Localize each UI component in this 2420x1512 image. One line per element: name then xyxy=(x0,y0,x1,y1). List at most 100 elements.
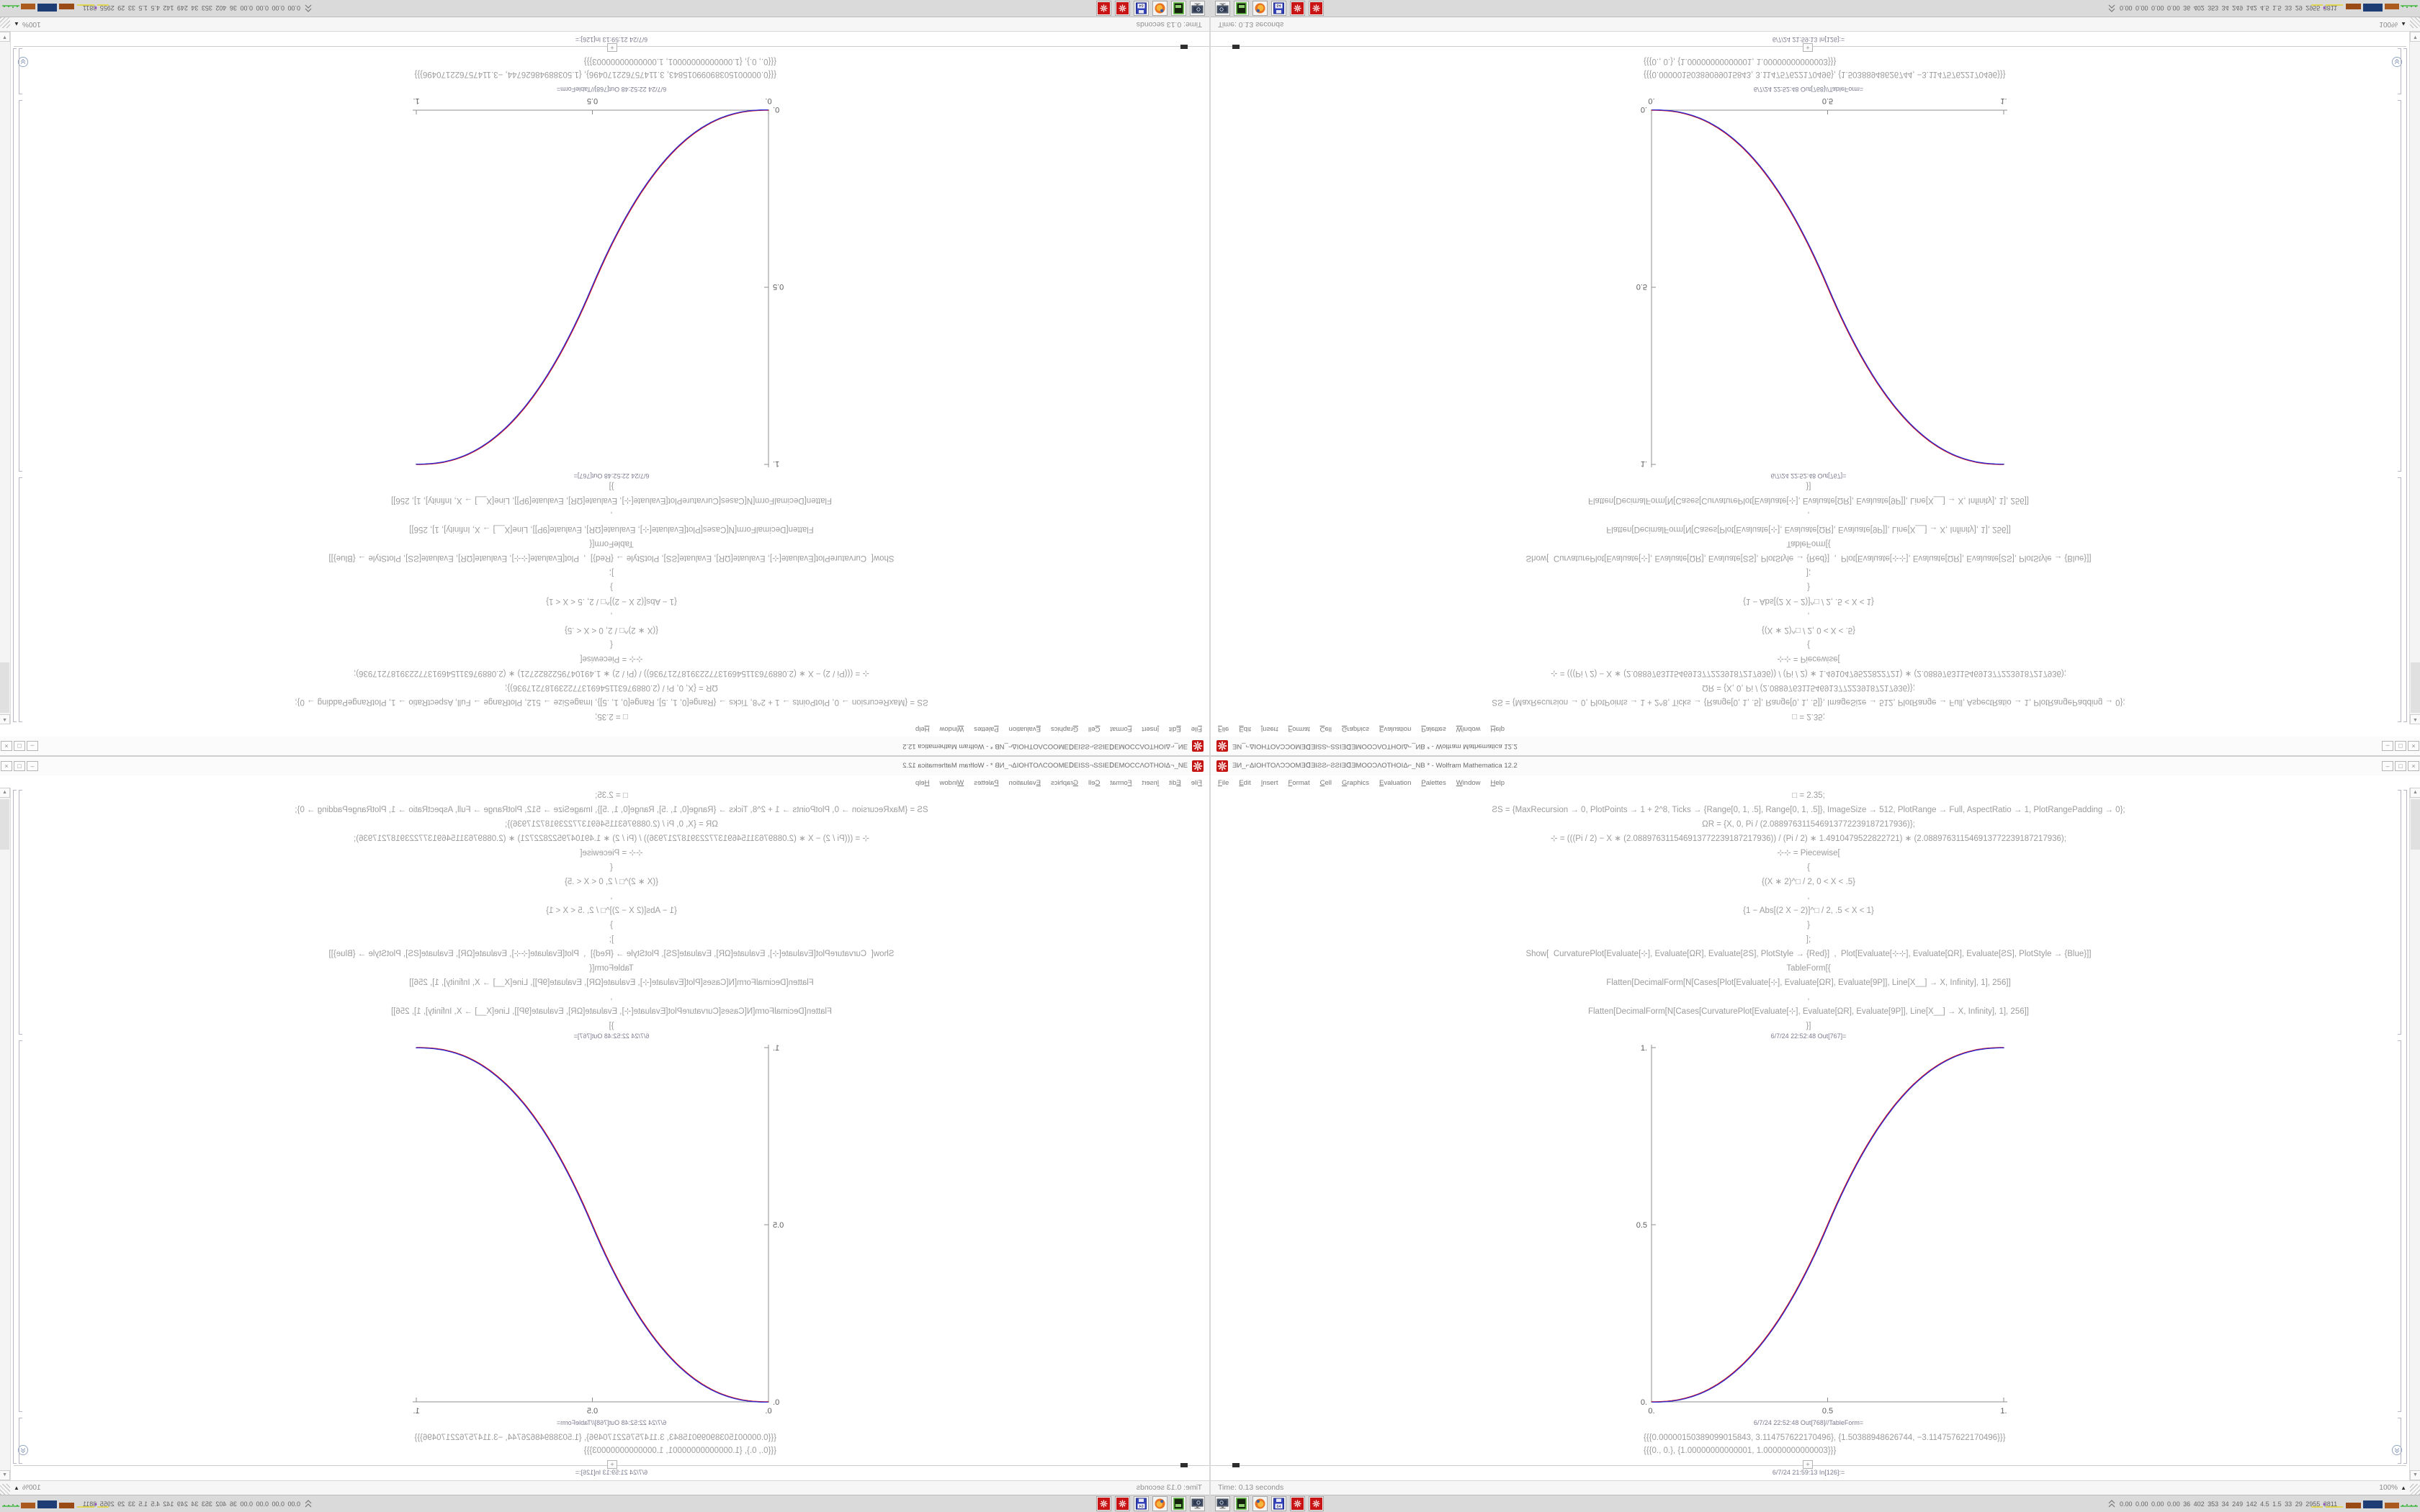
minimize-button[interactable]: – xyxy=(2382,761,2393,771)
code-line[interactable]: ΩR = {X, 0, Pi / (2.08897631154691377223… xyxy=(505,683,718,692)
maximize-button[interactable]: □ xyxy=(14,741,25,751)
scroll-up-arrow-icon[interactable]: ▲ xyxy=(0,788,10,798)
magnification-value[interactable]: 100% xyxy=(2379,20,2398,28)
magnification-dropdown-icon[interactable]: ▲ xyxy=(2401,1485,2406,1491)
code-line[interactable]: { xyxy=(610,863,613,872)
code-line[interactable]: , xyxy=(610,993,613,1002)
notebook-content[interactable]: □ = 2.35; ƧS = {MaxRecursion → 0, PlotPoi… xyxy=(11,788,1209,1480)
notebook-content[interactable]: □ = 2.35; ƧS = {MaxRecursion → 0, PlotPoi… xyxy=(1211,32,2409,724)
tray-expand-chevron-icon[interactable] xyxy=(2107,3,2116,13)
code-line[interactable]: ƧS = {MaxRecursion → 0, PlotPoints → 1 +… xyxy=(1492,698,2125,706)
tray-expand-chevron-icon[interactable] xyxy=(2107,1499,2116,1509)
code-line[interactable]: Flatten[DecimalForm[N[Cases[Plot[Evaluat… xyxy=(1606,525,2011,534)
cell-bracket-table-output[interactable] xyxy=(2398,1418,2401,1464)
screenshot-tool-icon[interactable] xyxy=(1215,1496,1230,1511)
floppy-64-icon[interactable]: 64 xyxy=(1271,1496,1286,1511)
code-line[interactable]: ƧS = {MaxRecursion → 0, PlotPoints → 1 +… xyxy=(295,698,928,706)
maximize-button[interactable]: □ xyxy=(2395,741,2406,751)
insert-cell-plus-button[interactable]: + xyxy=(1803,43,1813,52)
code-line[interactable]: TableForm[{ xyxy=(1786,539,1831,548)
menu-item-palettes[interactable]: Palettes xyxy=(1421,779,1446,787)
vertical-scroll-thumb[interactable] xyxy=(2411,662,2420,713)
code-line[interactable]: ]; xyxy=(609,568,614,577)
code-line[interactable]: ]; xyxy=(1806,568,1811,577)
code-line[interactable]: {1 − Abs[(2 X − 2)]^□ / 2, .5 < X < 1} xyxy=(1743,906,1874,915)
menu-item-cell[interactable]: Cell xyxy=(1319,725,1332,733)
code-line[interactable]: }] xyxy=(609,482,614,490)
code-line[interactable]: ƧS = {MaxRecursion → 0, PlotPoints → 1 +… xyxy=(1492,806,2125,814)
menu-item-graphics[interactable]: Graphics xyxy=(1341,725,1369,733)
firefox-icon[interactable] xyxy=(1152,1,1168,16)
mathematica-icon[interactable] xyxy=(1115,1,1130,16)
code-line[interactable]: ΩR = {X, 0, Pi / (2.08897631154691377223… xyxy=(1702,683,1915,692)
code-line[interactable]: , xyxy=(1807,611,1810,620)
mathematica-icon-2[interactable] xyxy=(1309,1496,1324,1511)
menu-item-cell[interactable]: Cell xyxy=(1088,725,1101,733)
mathematica-icon[interactable] xyxy=(1115,1496,1130,1511)
horizontal-scroll-thumb[interactable] xyxy=(1180,1463,1188,1467)
scroll-to-end-icon[interactable] xyxy=(17,56,29,68)
input-cell-code[interactable]: □ = 2.35; ƧS = {MaxRecursion → 0, PlotPoi… xyxy=(1211,788,2406,1033)
scroll-up-arrow-icon[interactable]: ▲ xyxy=(2410,788,2420,798)
cell-bracket-group[interactable] xyxy=(13,48,17,722)
menu-item-evaluation[interactable]: Evaluation xyxy=(1379,725,1412,733)
code-line[interactable]: □ = 2.35; xyxy=(1792,712,1825,721)
floppy-64-icon[interactable]: 64 xyxy=(1134,1,1149,16)
code-line[interactable]: ⊹⊹ = Piecewise[ xyxy=(580,654,643,663)
window-titlebar[interactable]: ƎИ_⌐ΔΙΟΗΤΟΛƆƆΟΜƎᗡƎΙƧƧ⌐ƧƧΙƎᗡƎΜΟΟƆΛΟΤΗΟΙΔ⌐… xyxy=(0,757,1209,776)
menu-item-file[interactable]: File xyxy=(1218,725,1229,733)
code-line[interactable]: { xyxy=(1807,640,1810,649)
mathematica-icon-2[interactable] xyxy=(1096,1496,1111,1511)
menu-item-cell[interactable]: Cell xyxy=(1319,779,1332,787)
close-button[interactable]: × xyxy=(2408,761,2419,771)
insert-cell-plus-button[interactable]: + xyxy=(1803,1460,1813,1469)
vertical-scrollbar[interactable]: ▲ ▼ xyxy=(0,32,11,724)
code-line[interactable]: } xyxy=(1807,582,1810,591)
input-cell-code[interactable]: □ = 2.35; ƧS = {MaxRecursion → 0, PlotPoi… xyxy=(1211,479,2406,724)
code-line[interactable]: □ = 2.35; xyxy=(595,712,628,721)
code-line[interactable]: ΩR = {X, 0, Pi / (2.08897631154691377223… xyxy=(1702,820,1915,829)
code-line[interactable]: Flatten[DecimalForm[N[Cases[Plot[Evaluat… xyxy=(409,978,814,987)
menu-item-graphics[interactable]: Graphics xyxy=(1341,779,1369,787)
floppy-64-icon[interactable]: 64 xyxy=(1271,1,1286,16)
insert-cell-plus-button[interactable]: + xyxy=(607,43,617,52)
cell-bracket-table-output[interactable] xyxy=(2398,48,2401,94)
cell-bracket-input[interactable] xyxy=(2398,477,2401,722)
code-line[interactable]: Flatten[DecimalForm[N[Cases[CurvaturePlo… xyxy=(390,496,833,505)
magnification-value[interactable]: 100% xyxy=(22,20,41,28)
code-line[interactable]: TableForm[{ xyxy=(1786,964,1831,973)
firefox-icon[interactable] xyxy=(1252,1,1268,16)
minimize-button[interactable]: – xyxy=(27,741,38,751)
code-line[interactable]: , xyxy=(610,611,613,620)
mathematica-icon[interactable] xyxy=(1290,1,1305,16)
cell-bracket-input[interactable] xyxy=(19,477,22,722)
minimize-button[interactable]: – xyxy=(27,761,38,771)
menu-item-help[interactable]: Help xyxy=(1490,779,1505,787)
vertical-scrollbar[interactable]: ▲ ▼ xyxy=(0,788,11,1480)
menu-item-palettes[interactable]: Palettes xyxy=(1421,725,1446,733)
code-line[interactable]: TableForm[{ xyxy=(589,964,634,973)
code-line[interactable]: □ = 2.35; xyxy=(595,791,628,800)
mathematica-icon-2[interactable] xyxy=(1096,1,1111,16)
code-line[interactable]: {(X ∗ 2)^□ / 2, 0 < X < .5} xyxy=(1761,626,1855,634)
firefox-icon[interactable] xyxy=(1252,1496,1268,1511)
code-line[interactable]: } xyxy=(1807,921,1810,930)
code-line[interactable]: Show[ CurvaturePlot[Evaluate[⊹], Evaluat… xyxy=(328,554,895,562)
code-line[interactable]: } xyxy=(610,921,613,930)
menu-item-insert[interactable]: Insert xyxy=(1260,779,1278,787)
vertical-scroll-thumb[interactable] xyxy=(2411,799,2420,850)
code-line[interactable]: {1 − Abs[(2 X − 2)]^□ / 2, .5 < X < 1} xyxy=(1743,597,1874,606)
code-line[interactable]: , xyxy=(610,892,613,901)
code-line[interactable]: , xyxy=(1807,510,1810,519)
package-drive-icon[interactable] xyxy=(1171,1,1186,16)
code-line[interactable]: {(X ∗ 2)^□ / 2, 0 < X < .5} xyxy=(565,878,659,886)
menu-item-edit[interactable]: Edit xyxy=(1239,779,1251,787)
menu-item-help[interactable]: Help xyxy=(1490,725,1505,733)
code-line[interactable]: Flatten[DecimalForm[N[Cases[Plot[Evaluat… xyxy=(409,525,814,534)
horizontal-scroll-thumb[interactable] xyxy=(1232,45,1240,49)
minimize-button[interactable]: – xyxy=(2382,741,2393,751)
magnification-dropdown-icon[interactable]: ▲ xyxy=(14,1485,19,1491)
code-line[interactable]: Flatten[DecimalForm[N[Cases[CurvaturePlo… xyxy=(390,1007,833,1016)
code-line[interactable]: ]; xyxy=(609,935,614,944)
menu-item-insert[interactable]: Insert xyxy=(1260,725,1278,733)
